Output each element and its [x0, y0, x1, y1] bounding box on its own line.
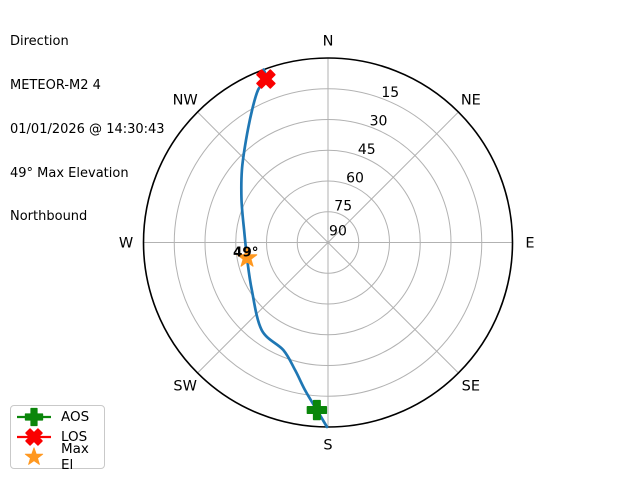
legend-label-aos: AOS [61, 408, 90, 425]
legend-label-los: LOS [61, 428, 88, 445]
los-marker [256, 69, 276, 89]
pass-info: Direction METEOR-M2 4 01/01/2026 @ 14:30… [10, 6, 165, 254]
max-el-marker-icon [24, 447, 44, 465]
legend-item-aos: AOS [14, 407, 104, 427]
pass-timestamp: 01/01/2026 @ 14:30:43 [10, 121, 165, 137]
legend-label-max-el: Max El [61, 441, 89, 473]
max-elevation-text: 49° Max Elevation [10, 165, 129, 181]
compass-label-w: W [119, 236, 133, 252]
elevation-tick-label-30: 30 [370, 113, 388, 129]
pass-direction-text: Northbound [10, 209, 88, 225]
max-elevation-annotation: 49° [233, 244, 259, 260]
compass-label-se: SE [462, 378, 480, 394]
compass-label-sw: SW [173, 378, 197, 394]
satellite-name: METEOR-M2 4 [10, 77, 101, 93]
compass-label-nw: NW [173, 93, 198, 109]
elevation-tick-label-75: 75 [334, 199, 352, 215]
aos-legend-glyph [24, 407, 44, 426]
azimuth-spoke-135 [197, 111, 459, 374]
elevation-tick-label-60: 60 [346, 170, 364, 186]
max_el-legend-glyph [24, 447, 44, 465]
elevation-tick-label-45: 45 [358, 142, 376, 158]
compass-label-ne: NE [461, 93, 481, 109]
pass-track [239, 68, 329, 429]
compass-label-s: S [323, 438, 332, 454]
los-marker-icon [17, 427, 51, 446]
legend-item-max-el: Max El [14, 441, 104, 473]
legend-item-los: LOS [14, 427, 104, 447]
compass-label-e: E [525, 236, 534, 252]
aos-marker-icon [17, 407, 51, 426]
pass-info-title: Direction [10, 34, 69, 50]
max-el-marker [236, 247, 258, 267]
compass-label-n: N [323, 34, 334, 50]
aos-marker [306, 399, 328, 421]
legend: AOS LOS Max El [10, 405, 105, 473]
elevation-tick-label-15: 15 [381, 85, 399, 101]
elevation-tick-label-90: 90 [329, 223, 347, 239]
los-legend-glyph [25, 427, 43, 446]
